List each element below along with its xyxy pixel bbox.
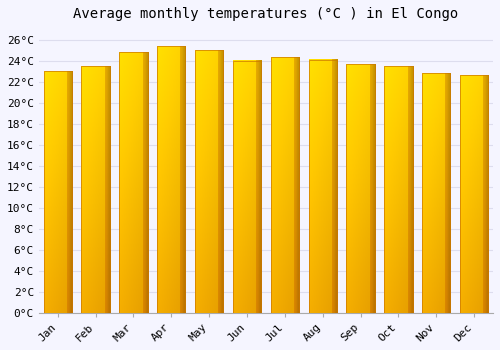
Bar	[308, 60, 337, 313]
Title: Average monthly temperatures (°C ) in El Congo: Average monthly temperatures (°C ) in El…	[74, 7, 458, 21]
Bar	[44, 71, 72, 313]
Bar	[119, 52, 148, 313]
Bar	[460, 75, 488, 313]
Bar	[195, 50, 224, 313]
Bar	[270, 57, 299, 313]
Bar	[82, 66, 110, 313]
Bar	[157, 46, 186, 313]
Bar	[233, 61, 261, 313]
Bar	[346, 64, 375, 313]
Bar	[422, 73, 450, 313]
Bar	[384, 66, 412, 313]
